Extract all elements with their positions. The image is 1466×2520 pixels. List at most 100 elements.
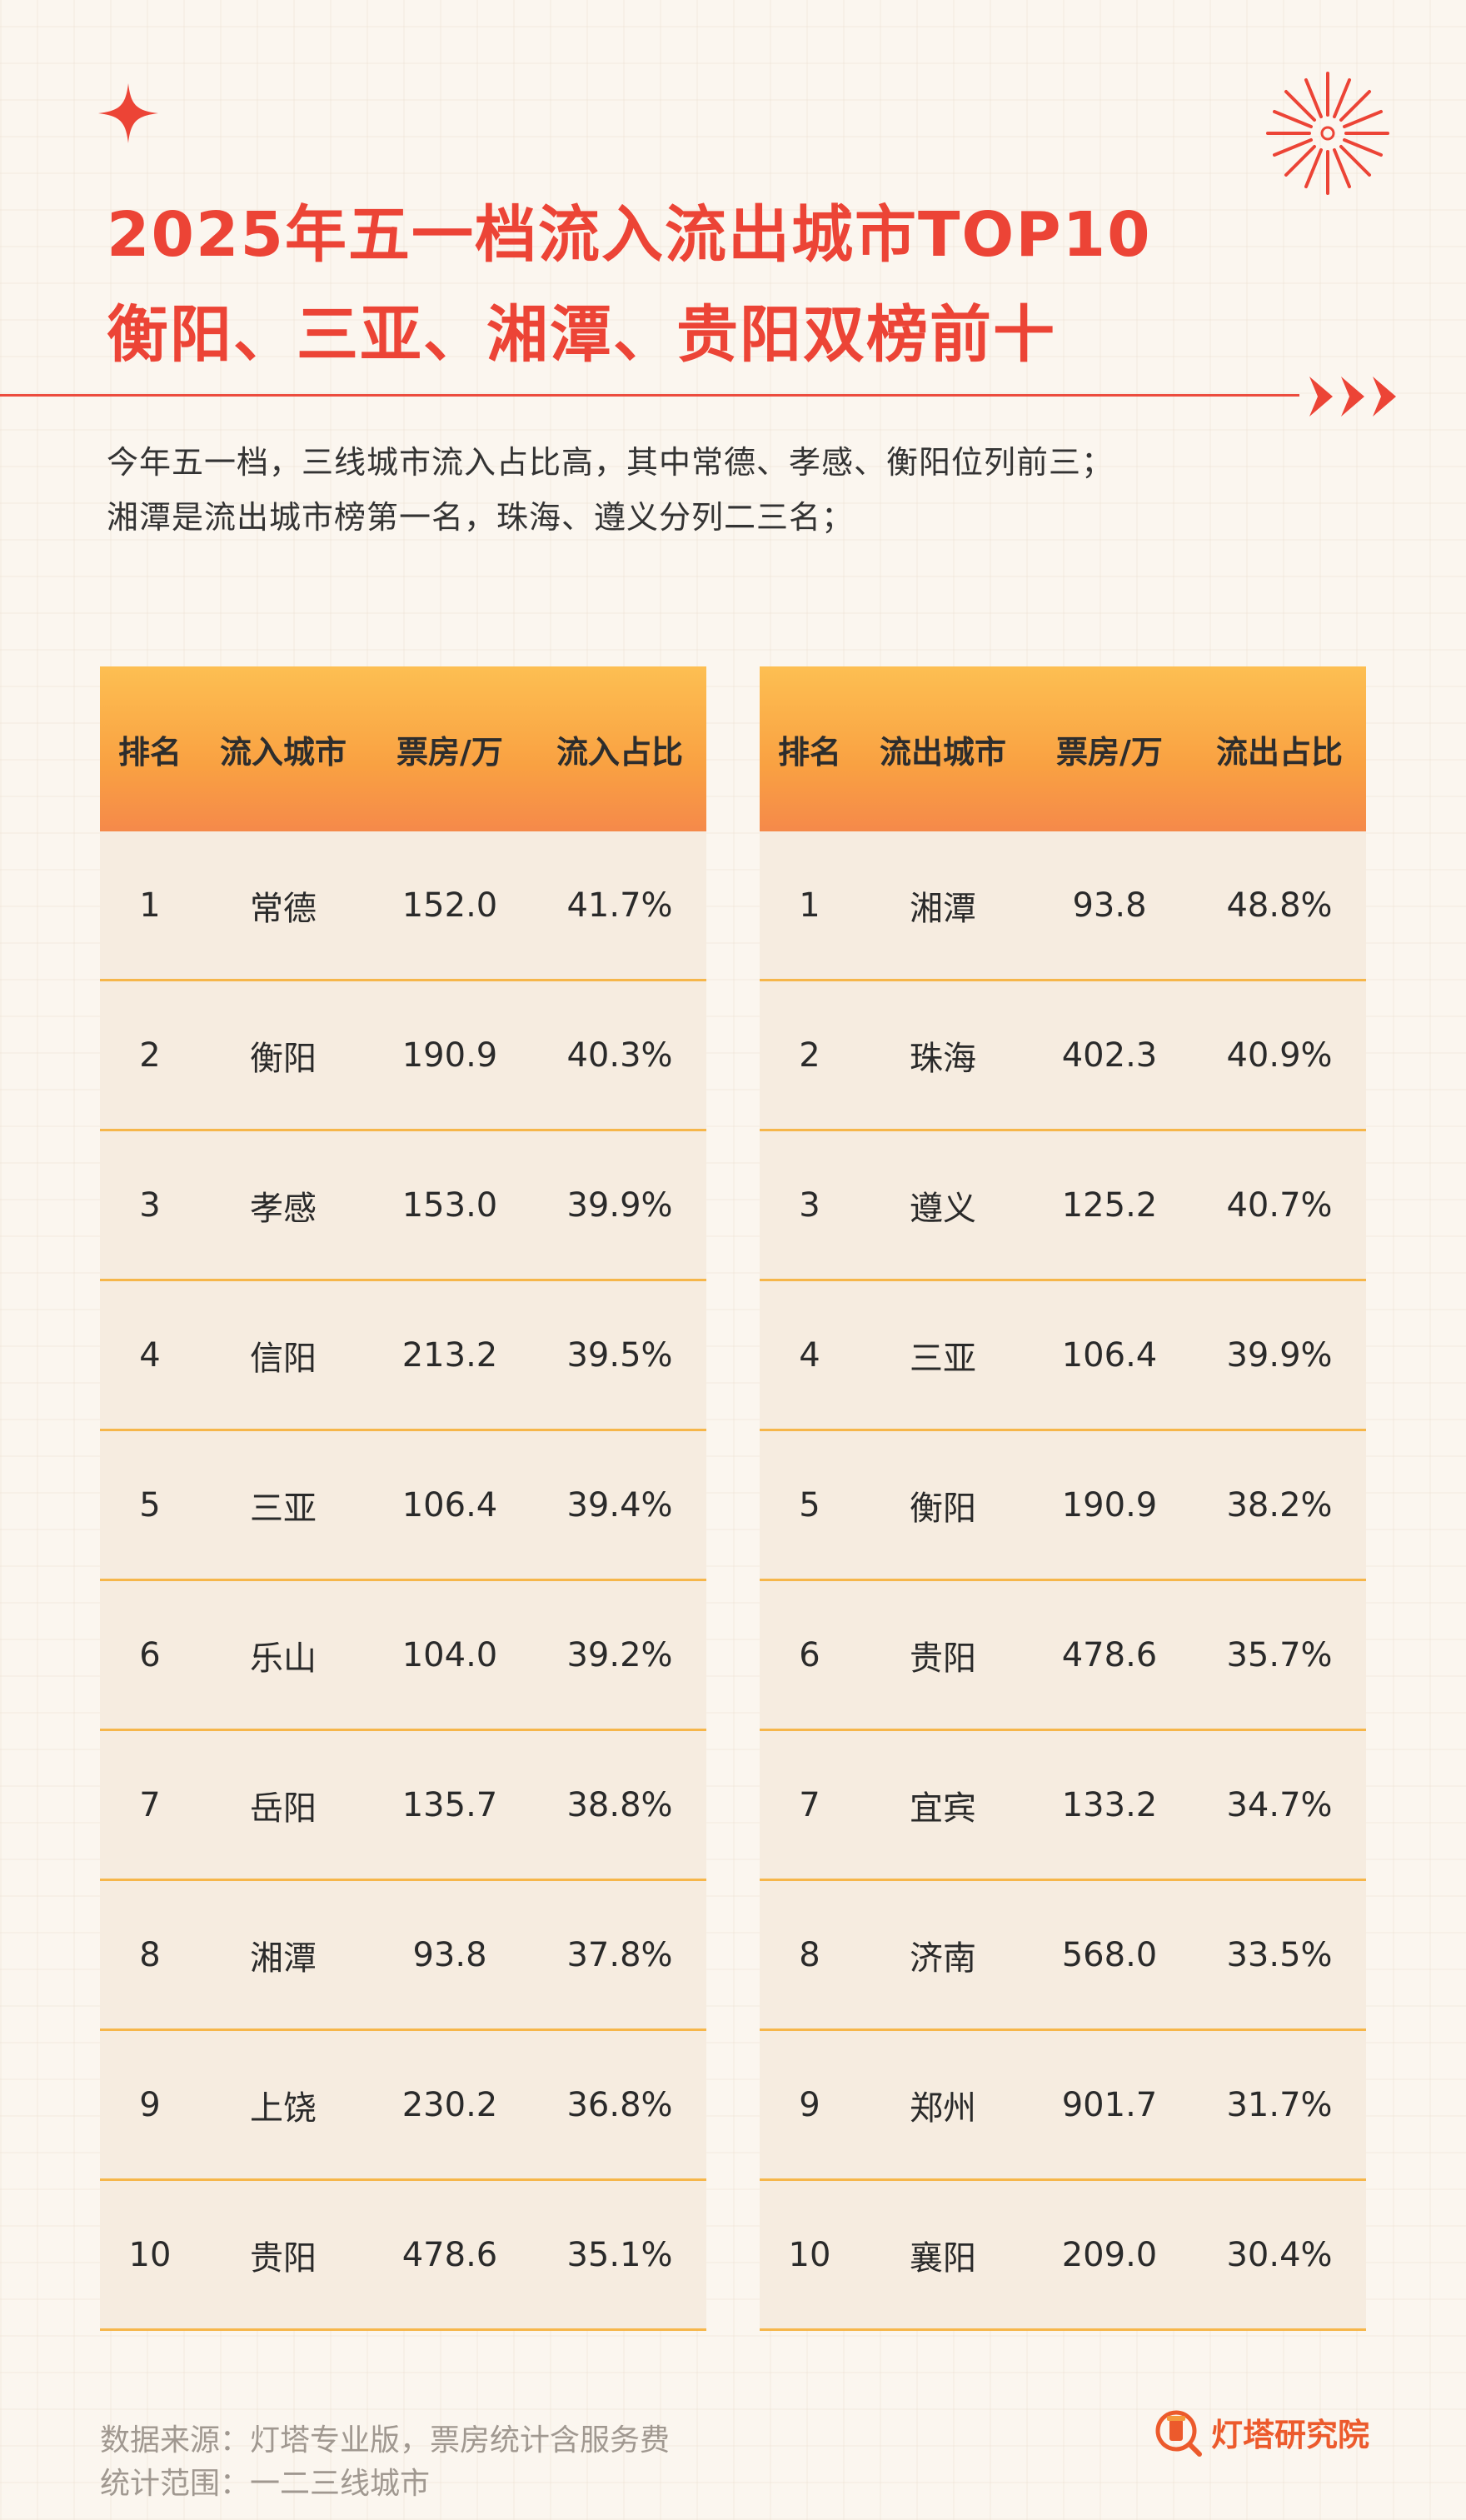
table-row: 2 衡阳 190.9 40.3% [100, 981, 706, 1131]
table-row: 5 三亚 106.4 39.4% [100, 1431, 706, 1581]
city-cell: 信阳 [250, 1339, 317, 1378]
city-cell: 遵义 [910, 1189, 976, 1228]
box-office-cell: 568.0 [1061, 1935, 1158, 1974]
subtitle-line-2: 湘潭是流出城市榜第一名，珠海、遵义分列二三名； [107, 499, 855, 536]
box-office-cell: 133.2 [1061, 1785, 1158, 1824]
rank-cell: 3 [139, 1185, 161, 1225]
city-cell: 宜宾 [910, 1789, 976, 1828]
outflow-table-header: 排名 流出城市 票房/万 流出占比 [760, 666, 1366, 831]
city-cell: 襄阳 [910, 2238, 976, 2278]
share-cell: 39.4% [566, 1485, 673, 1524]
city-cell: 三亚 [250, 1489, 317, 1528]
city-cell: 常德 [250, 889, 317, 928]
table-row: 4 三亚 106.4 39.9% [760, 1281, 1366, 1431]
table-row: 8 济南 568.0 33.5% [760, 1881, 1366, 2031]
box-office-cell: 901.7 [1061, 2085, 1158, 2124]
share-cell: 31.7% [1226, 2085, 1333, 2124]
city-cell: 湘潭 [910, 889, 976, 928]
share-cell: 40.3% [566, 1035, 673, 1075]
box-office-cell: 478.6 [1061, 1635, 1158, 1674]
share-cell: 39.5% [566, 1335, 673, 1375]
triple-arrow-icon [1309, 377, 1396, 417]
header-share: 流出占比 [1215, 733, 1343, 771]
table-row: 3 遵义 125.2 40.7% [760, 1131, 1366, 1281]
share-cell: 35.7% [1226, 1635, 1333, 1674]
four-point-star-icon [98, 83, 158, 143]
share-cell: 38.8% [566, 1785, 673, 1824]
city-cell: 郑州 [910, 2088, 976, 2128]
footer-source: 数据来源：灯塔专业版，票房统计含服务费 [100, 2423, 671, 2458]
table-row: 1 常德 152.0 41.7% [100, 831, 706, 981]
firework-icon [1266, 72, 1389, 195]
share-cell: 41.7% [566, 886, 673, 925]
city-cell: 上饶 [250, 2088, 317, 2128]
rank-cell: 1 [139, 886, 161, 925]
box-office-cell: 106.4 [401, 1485, 498, 1524]
box-office-cell: 106.4 [1061, 1335, 1158, 1375]
rank-cell: 2 [799, 1035, 820, 1075]
rank-cell: 3 [799, 1185, 820, 1225]
rank-cell: 5 [139, 1485, 161, 1524]
share-cell: 34.7% [1226, 1785, 1333, 1824]
rank-cell: 7 [799, 1785, 820, 1824]
share-cell: 38.2% [1226, 1485, 1333, 1524]
share-cell: 48.8% [1226, 886, 1333, 925]
table-row: 1 湘潭 93.8 48.8% [760, 831, 1366, 981]
footer-scope: 统计范围：一二三线城市 [100, 2467, 431, 2501]
share-cell: 39.9% [1226, 1335, 1333, 1375]
header-rank: 排名 [117, 733, 182, 771]
table-row: 4 信阳 213.2 39.5% [100, 1281, 706, 1431]
box-office-cell: 190.9 [1061, 1485, 1158, 1524]
box-office-cell: 478.6 [401, 2235, 498, 2274]
table-row: 7 岳阳 135.7 38.8% [100, 1731, 706, 1881]
share-cell: 36.8% [566, 2085, 673, 2124]
box-office-cell: 402.3 [1061, 1035, 1158, 1075]
share-cell: 39.2% [566, 1635, 673, 1674]
city-cell: 孝感 [250, 1189, 317, 1228]
city-cell: 贵阳 [250, 2238, 317, 2278]
header-rank: 排名 [777, 733, 841, 771]
header-box-office: 票房/万 [1056, 733, 1163, 771]
table-row: 10 襄阳 209.0 30.4% [760, 2181, 1366, 2331]
rank-cell: 6 [139, 1635, 161, 1674]
inflow-table: 排名 流入城市 票房/万 流入占比 1 常德 152.0 41.7% 2 衡阳 190.9… [100, 666, 706, 2331]
rank-cell: 1 [799, 886, 820, 925]
header-city: 流出城市 [879, 733, 1006, 771]
table-row: 9 郑州 901.7 31.7% [760, 2031, 1366, 2181]
city-cell: 衡阳 [250, 1039, 317, 1078]
outflow-table: 排名 流出城市 票房/万 流出占比 1 湘潭 93.8 48.8% 2 珠海 402.3 4… [760, 666, 1366, 2331]
page-title-line-1: 2025年五一档流入流出城市TOP10 [107, 199, 1152, 271]
page-title-line-2: 衡阳、三亚、湘潭、贵阳双榜前十 [107, 299, 1056, 371]
city-cell: 湘潭 [250, 1939, 317, 1978]
share-cell: 30.4% [1226, 2235, 1333, 2274]
table-row: 3 孝感 153.0 39.9% [100, 1131, 706, 1281]
box-office-cell: 135.7 [401, 1785, 498, 1824]
rank-cell: 5 [799, 1485, 820, 1524]
table-row: 2 珠海 402.3 40.9% [760, 981, 1366, 1131]
lighthouse-logo-icon [1155, 2410, 1202, 2457]
table-row: 6 乐山 104.0 39.2% [100, 1581, 706, 1731]
header-city: 流入城市 [219, 733, 347, 771]
city-cell: 衡阳 [910, 1489, 976, 1528]
rank-cell: 6 [799, 1635, 820, 1674]
rank-cell: 9 [799, 2085, 820, 2124]
table-row: 10 贵阳 478.6 35.1% [100, 2181, 706, 2331]
rank-cell: 9 [139, 2085, 161, 2124]
outflow-table-body: 1 湘潭 93.8 48.8% 2 珠海 402.3 40.9% 3 遵义 125.2 40.7%… [760, 831, 1366, 2331]
table-row: 8 湘潭 93.8 37.8% [100, 1881, 706, 2031]
box-office-cell: 230.2 [401, 2085, 498, 2124]
share-cell: 35.1% [566, 2235, 673, 2274]
box-office-cell: 104.0 [401, 1635, 498, 1674]
rank-cell: 4 [799, 1335, 820, 1375]
share-cell: 37.8% [566, 1935, 673, 1974]
share-cell: 33.5% [1226, 1935, 1333, 1974]
share-cell: 40.7% [1226, 1185, 1333, 1225]
rank-cell: 4 [139, 1335, 161, 1375]
box-office-cell: 213.2 [401, 1335, 498, 1375]
header-share: 流入占比 [556, 733, 683, 771]
rank-cell: 8 [799, 1935, 820, 1974]
title-divider [0, 394, 1299, 397]
rank-cell: 8 [139, 1935, 161, 1974]
city-cell: 贵阳 [910, 1639, 976, 1678]
box-office-cell: 93.8 [1072, 886, 1147, 925]
